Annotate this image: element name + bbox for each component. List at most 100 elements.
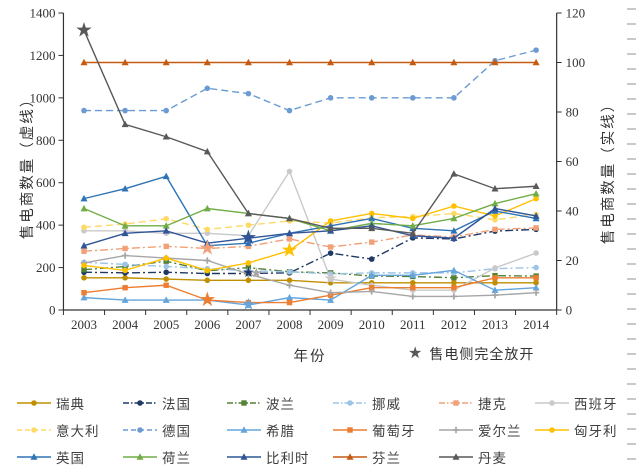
series-line-葡萄牙 bbox=[83, 277, 537, 304]
legend-marker-icon bbox=[535, 426, 569, 433]
point-marker bbox=[163, 107, 169, 114]
legend-marker-icon bbox=[227, 425, 261, 433]
point-marker bbox=[451, 285, 457, 291]
legend-item-荷兰: 荷兰 bbox=[122, 447, 226, 467]
legend-label: 葡萄牙 bbox=[372, 423, 416, 439]
legend-label: 西班牙 bbox=[574, 396, 618, 412]
point-marker bbox=[327, 250, 334, 256]
point-marker bbox=[286, 58, 293, 66]
point-marker bbox=[81, 224, 87, 231]
point-marker bbox=[491, 204, 499, 212]
point-marker bbox=[327, 276, 334, 282]
legend-item-希腊: 希腊 bbox=[226, 420, 332, 440]
point-marker bbox=[204, 226, 211, 233]
legend-label: 捷克 bbox=[478, 396, 507, 412]
point-marker bbox=[162, 222, 170, 229]
point-marker bbox=[450, 227, 458, 234]
point-marker bbox=[204, 245, 210, 252]
series-line-意大利 bbox=[83, 212, 537, 231]
point-marker bbox=[533, 250, 539, 256]
legend-label: 丹麦 bbox=[478, 450, 507, 466]
point-marker bbox=[450, 234, 458, 242]
point-marker bbox=[204, 267, 211, 274]
point-marker bbox=[409, 271, 417, 279]
point-marker bbox=[122, 285, 128, 291]
legend-label: 波兰 bbox=[266, 396, 295, 412]
point-marker bbox=[121, 229, 129, 237]
point-marker bbox=[451, 279, 457, 286]
legend-label: 挪威 bbox=[372, 396, 401, 412]
legend-item-西班牙: 西班牙 bbox=[534, 393, 630, 413]
point-marker bbox=[245, 222, 252, 228]
legend-item-芬兰: 芬兰 bbox=[332, 447, 438, 467]
full-opening-star-西班牙: ★ bbox=[323, 271, 337, 288]
series-line-德国 bbox=[84, 49, 537, 112]
series-line-比利时 bbox=[83, 207, 537, 247]
legend-item-丹麦: 丹麦 bbox=[438, 447, 534, 467]
svg-text:800: 800 bbox=[36, 133, 56, 148]
point-marker bbox=[286, 247, 293, 254]
svg-text:100: 100 bbox=[566, 55, 586, 70]
legend-label: 比利时 bbox=[266, 450, 310, 466]
point-marker bbox=[204, 85, 211, 92]
point-marker bbox=[121, 120, 129, 128]
point-marker bbox=[121, 252, 129, 259]
svg-text:2012: 2012 bbox=[441, 317, 467, 332]
legend-item-爱尔兰: 爱尔兰 bbox=[438, 420, 534, 440]
point-marker bbox=[492, 213, 498, 219]
point-marker bbox=[533, 195, 539, 202]
legend-marker-icon bbox=[17, 399, 51, 406]
point-marker bbox=[409, 58, 417, 66]
point-marker bbox=[410, 279, 416, 286]
point-marker bbox=[245, 270, 252, 278]
legend-item-意大利: 意大利 bbox=[16, 420, 122, 440]
point-marker bbox=[286, 269, 293, 275]
point-marker bbox=[409, 229, 417, 237]
point-marker bbox=[327, 58, 335, 66]
point-marker bbox=[245, 264, 252, 271]
point-marker bbox=[410, 215, 416, 222]
point-marker bbox=[245, 277, 252, 284]
point-marker bbox=[286, 168, 293, 175]
point-marker bbox=[163, 282, 169, 288]
point-marker bbox=[491, 286, 499, 293]
series-line-匈牙利 bbox=[83, 197, 537, 272]
point-marker bbox=[533, 264, 539, 271]
series-line-丹麦 bbox=[83, 30, 537, 235]
point-marker bbox=[122, 245, 128, 252]
point-marker bbox=[492, 265, 498, 271]
point-marker bbox=[245, 299, 252, 306]
legend-marker-icon bbox=[439, 426, 473, 433]
dashed-page-boundary bbox=[627, 8, 636, 470]
legend-item-匈牙利: 匈牙利 bbox=[534, 420, 630, 440]
legend-marker-icon bbox=[333, 399, 367, 406]
point-marker bbox=[80, 26, 88, 34]
point-marker bbox=[162, 227, 170, 234]
point-marker bbox=[491, 58, 499, 66]
series-line-希腊 bbox=[83, 269, 537, 306]
legend-item-法国: 法国 bbox=[122, 393, 226, 413]
point-marker bbox=[533, 275, 539, 281]
point-marker bbox=[80, 204, 88, 212]
point-marker bbox=[80, 241, 88, 249]
point-marker bbox=[121, 185, 129, 192]
point-marker bbox=[245, 90, 252, 97]
point-marker bbox=[368, 224, 376, 232]
point-marker bbox=[532, 58, 540, 66]
point-marker bbox=[369, 285, 375, 291]
point-marker bbox=[327, 296, 335, 303]
svg-text:40: 40 bbox=[566, 204, 579, 219]
point-marker bbox=[244, 209, 252, 217]
point-marker bbox=[286, 277, 293, 284]
point-marker bbox=[532, 289, 540, 296]
legend: 瑞典 法国 波兰 挪威 捷克 西班牙 意大利 德国 希腊 葡萄牙 爱尔兰 匈牙利 英国 荷兰 比利时 芬兰 丹麦 bbox=[16, 389, 630, 470]
star-icon: ★ bbox=[408, 345, 424, 362]
svg-text:2008: 2008 bbox=[277, 317, 303, 332]
point-marker bbox=[80, 58, 88, 66]
point-marker bbox=[203, 58, 211, 66]
series-line-法国 bbox=[83, 228, 537, 275]
point-marker bbox=[204, 257, 211, 264]
point-marker bbox=[451, 275, 457, 281]
point-marker bbox=[286, 229, 293, 237]
